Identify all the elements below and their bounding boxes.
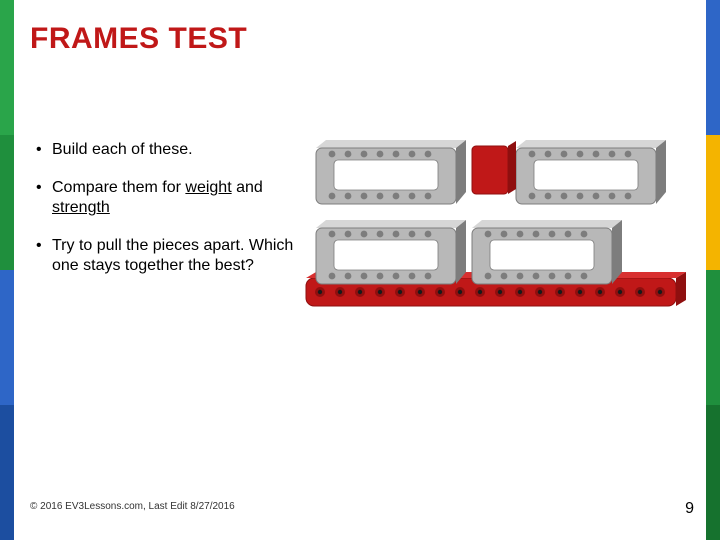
page-title: FRAMES TEST [30,22,247,56]
bullet-item: Compare them for weight and strength [30,178,310,218]
border-segment [0,405,14,540]
bullet-run: Try to pull the pieces apart. Which one … [52,237,293,274]
border-segment [0,135,14,270]
bullet-run: strength [52,199,110,216]
lego-illustration [296,130,716,470]
border-segment [0,0,14,135]
copyright-footer: © 2016 EV3Lessons.com, Last Edit 8/27/20… [30,501,235,512]
lego-svg [296,130,716,470]
border-left [0,0,14,540]
bullet-list: Build each of these. Compare them for wei… [30,140,310,294]
page-number: 9 [685,500,694,518]
slide: FRAMES TEST Build each of these. Compare … [0,0,720,540]
bullet-run: and [232,179,263,196]
bullet-run: Build each of these. [52,141,193,158]
bullet-item: Try to pull the pieces apart. Which one … [30,236,310,276]
bullet-run: Compare them for [52,179,185,196]
border-segment [706,0,720,135]
bullet-item: Build each of these. [30,140,310,160]
border-segment [0,270,14,405]
bullet-run: weight [185,179,231,196]
